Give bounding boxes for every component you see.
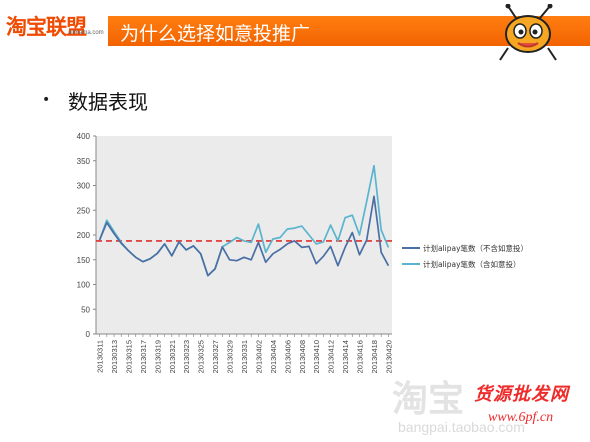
x-tick-label: 20130329 bbox=[226, 340, 235, 373]
y-tick-label: 0 bbox=[86, 330, 91, 339]
x-tick-label: 20130325 bbox=[197, 340, 206, 373]
x-tick-label: 20130319 bbox=[153, 340, 162, 373]
x-tick-label: 20130323 bbox=[182, 340, 191, 373]
x-tick-label: 20130406 bbox=[283, 340, 292, 373]
x-tick-label: 20130331 bbox=[240, 340, 249, 373]
ant-mascot-icon bbox=[499, 4, 557, 61]
x-tick-label: 20130410 bbox=[312, 340, 321, 373]
y-tick-label: 150 bbox=[77, 256, 91, 265]
y-tick-label: 300 bbox=[77, 182, 91, 191]
slide-title: 为什么选择如意投推广 bbox=[120, 23, 311, 45]
taobao-watermark: 淘宝 bbox=[392, 379, 465, 420]
x-tick-label: 20130313 bbox=[110, 340, 119, 373]
x-tick-label: 20130412 bbox=[327, 340, 336, 373]
legend-label-1: 计划alipay笔数（不含如意投） bbox=[423, 243, 528, 253]
x-tick-label: 20130414 bbox=[341, 340, 350, 373]
legend-label-2: 计划alipay笔数（含如意投） bbox=[423, 259, 521, 269]
x-tick-label: 20130317 bbox=[139, 340, 148, 373]
x-tick-label: 20130327 bbox=[211, 340, 220, 373]
y-tick-label: 350 bbox=[77, 157, 91, 166]
x-tick-label: 20130315 bbox=[124, 340, 133, 373]
chart-legend: 计划alipay笔数（不含如意投） 计划alipay笔数（含如意投） bbox=[402, 243, 528, 269]
x-tick-label: 20130311 bbox=[96, 340, 105, 373]
plot-background bbox=[96, 136, 392, 334]
bullet-point-icon: • bbox=[42, 92, 51, 108]
y-tick-label: 100 bbox=[77, 281, 91, 290]
logo-text: 淘宝联盟 bbox=[6, 15, 87, 39]
y-tick-label: 50 bbox=[81, 305, 90, 314]
y-tick-label: 250 bbox=[77, 206, 91, 215]
header: 淘宝联盟 alimama.com 为什么选择如意投推广 bbox=[0, 0, 590, 61]
y-tick-label: 200 bbox=[77, 231, 91, 240]
x-tick-label: 20130404 bbox=[269, 340, 278, 373]
x-tick-label: 20130408 bbox=[298, 340, 307, 373]
wholesale-watermark-title: 货源批发网 bbox=[474, 384, 569, 405]
taobao-alliance-logo: 淘宝联盟 alimama.com bbox=[0, 0, 108, 48]
y-tick-label: 400 bbox=[77, 132, 91, 141]
x-tick-label: 20130420 bbox=[384, 340, 393, 373]
x-tick-label: 20130321 bbox=[168, 340, 177, 373]
line-chart: 0 50 100 150 200 250 300 350 400 20130311 20130313… bbox=[77, 132, 528, 373]
logo-subtext: alimama.com bbox=[68, 30, 104, 36]
x-tick-label: 20130416 bbox=[356, 340, 365, 373]
taobao-watermark-url: bangpai.taobao.com bbox=[398, 419, 525, 435]
wholesale-watermark-url: www.6pf.cn bbox=[488, 410, 554, 425]
section-heading: 数据表现 bbox=[68, 90, 148, 114]
series-line-1 bbox=[98, 195, 390, 277]
x-tick-label: 20130402 bbox=[254, 340, 263, 373]
x-tick-label: 20130418 bbox=[370, 340, 379, 373]
plot-area: 0 50 100 150 200 250 300 350 400 20130311 20130313… bbox=[77, 132, 394, 373]
